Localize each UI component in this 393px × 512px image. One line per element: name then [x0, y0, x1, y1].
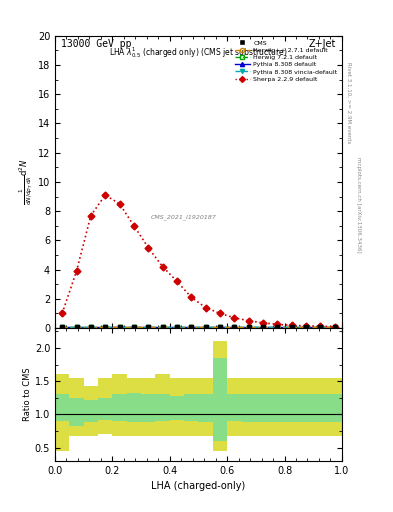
- X-axis label: LHA (charged-only): LHA (charged-only): [151, 481, 246, 491]
- Text: CMS_2021_I1920187: CMS_2021_I1920187: [151, 214, 217, 220]
- Text: Rivet 3.1.10, >= 2.9M events: Rivet 3.1.10, >= 2.9M events: [346, 62, 351, 143]
- Y-axis label: Ratio to CMS: Ratio to CMS: [23, 368, 32, 421]
- Text: 13000 GeV pp: 13000 GeV pp: [61, 39, 131, 49]
- Text: LHA $\lambda^{1}_{0.5}$ (charged only) (CMS jet substructure): LHA $\lambda^{1}_{0.5}$ (charged only) (…: [109, 45, 288, 59]
- Y-axis label: $\frac{1}{\mathrm{d}N/\mathrm{d}p_T\,\mathrm{d}\lambda}\mathrm{d}^2N$: $\frac{1}{\mathrm{d}N/\mathrm{d}p_T\,\ma…: [18, 159, 35, 205]
- Text: Z+Jet: Z+Jet: [309, 39, 336, 49]
- Legend: CMS, Herwig++ 2.7.1 default, Herwig 7.2.1 default, Pythia 8.308 default, Pythia : CMS, Herwig++ 2.7.1 default, Herwig 7.2.…: [233, 39, 339, 83]
- Text: mcplots.cern.ch [arXiv:1306.3436]: mcplots.cern.ch [arXiv:1306.3436]: [356, 157, 361, 252]
